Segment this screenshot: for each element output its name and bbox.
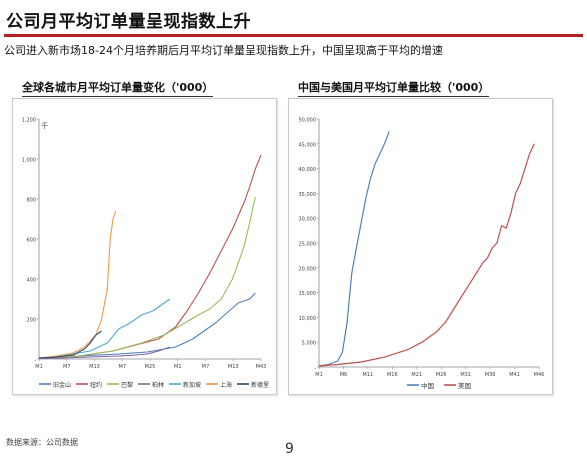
x-tick-label: M25 bbox=[145, 364, 156, 370]
y-tick-label: 40,000 bbox=[299, 167, 317, 173]
slide-subtitle: 公司进入新市场18-24个月培养期后月平均订单量呈现指数上升，中国呈现高于平均的… bbox=[4, 44, 443, 57]
x-tick-label: M16 bbox=[387, 372, 398, 378]
y-tick-label: 600 bbox=[26, 238, 36, 244]
slide-title: 公司月平均订单量呈现指数上升 bbox=[6, 12, 251, 32]
x-tick-label: M1 bbox=[315, 372, 323, 378]
legend-label: 巴黎 bbox=[121, 381, 133, 389]
x-tick-label: M36 bbox=[485, 372, 496, 378]
y-tick-label: 25,000 bbox=[299, 242, 317, 248]
y-tick-label: 50,000 bbox=[299, 118, 317, 124]
left-chart-panel: - 200 400 600 800 1,000 1,200 M1 M7 M13 M7 M25 M1 M7 M… bbox=[12, 98, 277, 395]
legend-label: 纽约 bbox=[90, 381, 102, 389]
x-tick-label: M43 bbox=[256, 364, 267, 370]
legend-label: 新加坡 bbox=[183, 381, 201, 389]
x-tick-label: M1 bbox=[174, 364, 182, 370]
x-tick-label: M6 bbox=[340, 372, 348, 378]
y-tick-label: 10,000 bbox=[299, 316, 317, 322]
x-tick-label: M7 bbox=[119, 364, 127, 370]
y-unit-label: 千 bbox=[41, 121, 48, 130]
title-divider bbox=[4, 34, 583, 37]
x-tick-label: M46 bbox=[534, 372, 545, 378]
series-line-旧金山 bbox=[38, 292, 256, 359]
x-tick-label: M7 bbox=[63, 364, 71, 370]
y-tick-label: 400 bbox=[26, 278, 36, 284]
left-chart-title: 全球各城市月平均订单量变化（'000） bbox=[22, 79, 214, 97]
series-line-巴黎 bbox=[38, 196, 256, 359]
x-tick-label: M13 bbox=[89, 364, 100, 370]
x-tick-label: M13 bbox=[228, 364, 239, 370]
page-number: 9 bbox=[285, 441, 294, 457]
right-chart-panel: - 5,000 10,000 15,000 20,000 25,000 30,000 35,0… bbox=[288, 98, 553, 395]
series-line-纽约 bbox=[38, 154, 262, 359]
series-line-新加坡 bbox=[38, 298, 171, 359]
x-tick-label: M21 bbox=[411, 372, 422, 378]
y-tick-label: 5,000 bbox=[302, 341, 316, 347]
legend-label: 柏林 bbox=[152, 381, 164, 389]
y-tick-label: 20,000 bbox=[299, 266, 317, 272]
legend-label: 新德里 bbox=[251, 381, 269, 389]
series-line-上海 bbox=[38, 210, 117, 359]
series-line-中国 bbox=[318, 131, 390, 367]
series-line-美国 bbox=[318, 143, 535, 367]
legend-label: 中国 bbox=[421, 381, 434, 390]
series-line-柏林 bbox=[38, 346, 171, 359]
y-tick-label: 800 bbox=[26, 198, 36, 204]
x-tick-label: M41 bbox=[509, 372, 520, 378]
right-line-chart: - 5,000 10,000 15,000 20,000 25,000 30,000 35,0… bbox=[299, 118, 545, 391]
x-tick-label: M31 bbox=[460, 372, 471, 378]
legend-label: 旧金山 bbox=[53, 381, 71, 389]
legend-label: 上海 bbox=[220, 381, 232, 389]
y-tick-label: 1,000 bbox=[22, 158, 36, 164]
x-tick-label: M7 bbox=[202, 364, 210, 370]
x-tick-label: M26 bbox=[436, 372, 447, 378]
y-tick-label: 35,000 bbox=[299, 192, 317, 198]
source-note: 数据来源：公司数据 bbox=[6, 438, 78, 447]
x-tick-label: M1 bbox=[35, 364, 43, 370]
y-tick-label: 45,000 bbox=[299, 142, 317, 148]
y-tick-label: - bbox=[34, 358, 36, 364]
series-line-新德里 bbox=[38, 330, 102, 359]
x-tick-label: M11 bbox=[363, 372, 374, 378]
legend-label: 美国 bbox=[458, 381, 471, 390]
right-chart-title: 中国与美国月平均订单量比较（'000） bbox=[298, 79, 490, 97]
y-tick-label: 1,200 bbox=[22, 118, 36, 124]
y-tick-label: 15,000 bbox=[299, 291, 317, 297]
y-tick-label: 200 bbox=[26, 318, 36, 324]
y-tick-label: 30,000 bbox=[299, 217, 317, 223]
y-tick-label: - bbox=[314, 366, 316, 372]
left-line-chart: - 200 400 600 800 1,000 1,200 M1 M7 M13 M7 M25 M1 M7 M… bbox=[22, 118, 269, 390]
